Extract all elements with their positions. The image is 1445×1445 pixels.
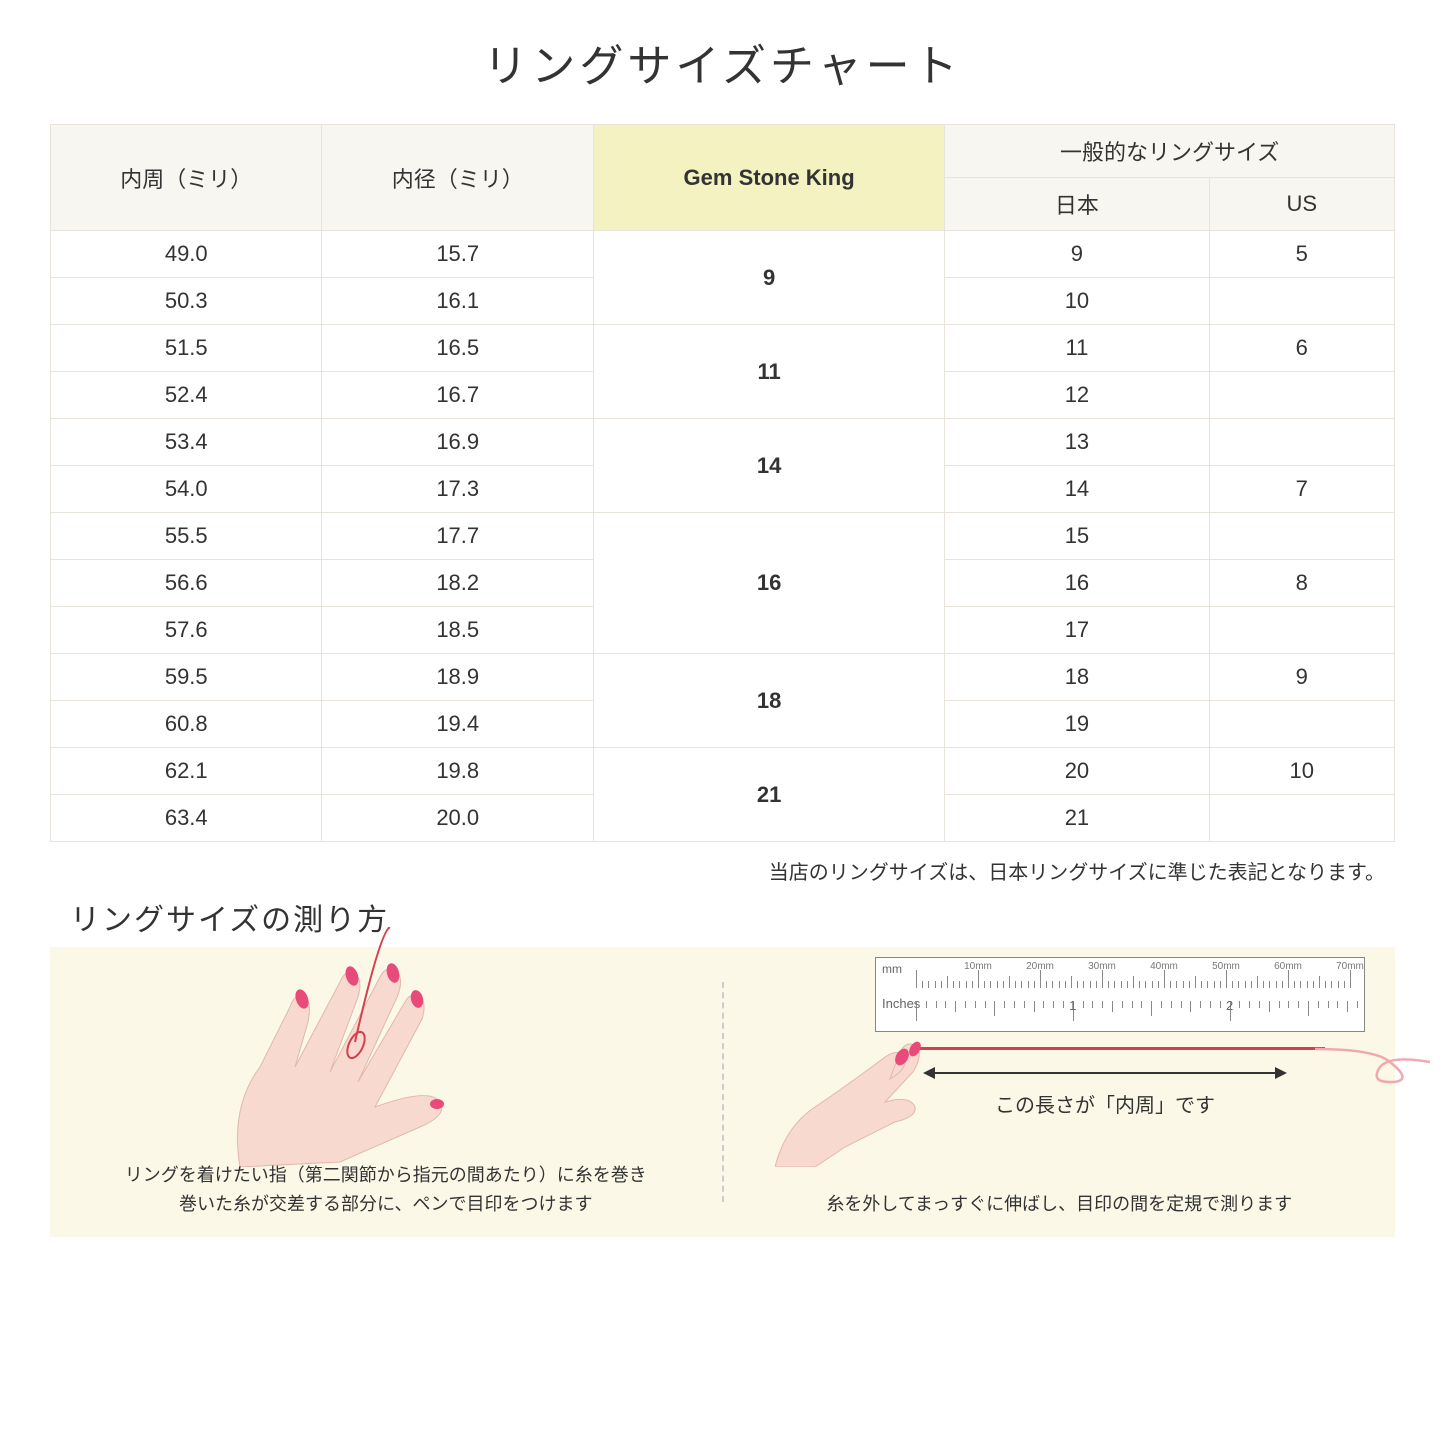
instruction-left: リングを着けたい指（第二関節から指元の間あたり）に糸を巻き 巻いた糸が交差する部…: [50, 947, 722, 1237]
cell-us: [1209, 701, 1394, 748]
ruler-in-mark: 1: [1069, 998, 1076, 1013]
cell-diameter: 20.0: [322, 795, 593, 842]
header-circumference: 内周（ミリ）: [51, 125, 322, 231]
table-row: 59.518.918189: [51, 654, 1395, 701]
cell-diameter: 15.7: [322, 231, 593, 278]
cell-us: [1209, 419, 1394, 466]
ruler-mm-mark: 10mm: [964, 961, 992, 972]
cell-diameter: 18.2: [322, 560, 593, 607]
cell-circumference: 56.6: [51, 560, 322, 607]
ruler-mm-mark: 30mm: [1088, 961, 1116, 972]
cell-circumference: 62.1: [51, 748, 322, 795]
instruction-right-text: 糸を外してまっすぐに伸ばし、目印の間を定規で測ります: [754, 1190, 1366, 1219]
cell-circumference: 63.4: [51, 795, 322, 842]
header-us: US: [1209, 178, 1394, 231]
cell-japan: 13: [945, 419, 1209, 466]
cell-diameter: 19.4: [322, 701, 593, 748]
cell-gemstone: 18: [593, 654, 944, 748]
table-row: 62.119.8212010: [51, 748, 1395, 795]
cell-circumference: 52.4: [51, 372, 322, 419]
cell-diameter: 19.8: [322, 748, 593, 795]
instruction-right: mm Inches 10mm 20mm 30mm 40mm 50mm 60mm 70mm 1…: [724, 947, 1396, 1237]
size-chart-table: 内周（ミリ） 内径（ミリ） Gem Stone King 一般的なリングサイズ …: [50, 124, 1395, 842]
cell-japan: 14: [945, 466, 1209, 513]
ruler-ticks-in: [916, 1001, 1364, 1031]
cell-japan: 19: [945, 701, 1209, 748]
cell-us: 5: [1209, 231, 1394, 278]
ruler-area: mm Inches 10mm 20mm 30mm 40mm 50mm 60mm 70mm 1…: [805, 957, 1365, 1032]
thread-line: [905, 1047, 1325, 1050]
page-title: リングサイズチャート: [50, 30, 1395, 94]
cell-gemstone: 11: [593, 325, 944, 419]
cell-diameter: 18.9: [322, 654, 593, 701]
header-japan: 日本: [945, 178, 1209, 231]
length-label: この長さが「内周」です: [925, 1089, 1285, 1118]
cell-japan: 20: [945, 748, 1209, 795]
cell-circumference: 53.4: [51, 419, 322, 466]
cell-japan: 12: [945, 372, 1209, 419]
cell-japan: 10: [945, 278, 1209, 325]
cell-us: [1209, 607, 1394, 654]
cell-diameter: 17.7: [322, 513, 593, 560]
table-row: 55.517.71615: [51, 513, 1395, 560]
header-general-group: 一般的なリングサイズ: [945, 125, 1395, 178]
cell-japan: 11: [945, 325, 1209, 372]
ruler-ticks-mm: 10mm 20mm 30mm 40mm 50mm 60mm 70mm: [916, 958, 1364, 988]
cell-us: 7: [1209, 466, 1394, 513]
header-diameter: 内径（ミリ）: [322, 125, 593, 231]
cell-circumference: 49.0: [51, 231, 322, 278]
cell-circumference: 55.5: [51, 513, 322, 560]
cell-us: 10: [1209, 748, 1394, 795]
cell-diameter: 18.5: [322, 607, 593, 654]
ruler-mm-mark: 70mm: [1336, 961, 1364, 972]
cell-diameter: 16.9: [322, 419, 593, 466]
table-row: 51.516.511116: [51, 325, 1395, 372]
cell-gemstone: 21: [593, 748, 944, 842]
cell-diameter: 16.7: [322, 372, 593, 419]
footnote: 当店のリングサイズは、日本リングサイズに準じた表記となります。: [50, 856, 1385, 885]
instruction-left-text: リングを着けたい指（第二関節から指元の間あたり）に糸を巻き 巻いた糸が交差する部…: [80, 1161, 692, 1219]
table-body: 49.015.799550.316.11051.516.51111652.416…: [51, 231, 1395, 842]
cell-circumference: 59.5: [51, 654, 322, 701]
cell-diameter: 16.5: [322, 325, 593, 372]
cell-gemstone: 14: [593, 419, 944, 513]
cell-us: [1209, 278, 1394, 325]
cell-gemstone: 9: [593, 231, 944, 325]
cell-japan: 18: [945, 654, 1209, 701]
cell-us: [1209, 372, 1394, 419]
thread-curl-icon: [1315, 1027, 1435, 1097]
length-arrow: [925, 1072, 1285, 1074]
cell-circumference: 50.3: [51, 278, 322, 325]
ruler-mm-mark: 60mm: [1274, 961, 1302, 972]
cell-circumference: 51.5: [51, 325, 322, 372]
cell-us: 8: [1209, 560, 1394, 607]
table-row: 53.416.91413: [51, 419, 1395, 466]
cell-diameter: 16.1: [322, 278, 593, 325]
cell-circumference: 57.6: [51, 607, 322, 654]
cell-us: [1209, 795, 1394, 842]
hand-pinch-icon: [775, 1017, 955, 1167]
cell-us: 9: [1209, 654, 1394, 701]
instructions-panel: リングを着けたい指（第二関節から指元の間あたり）に糸を巻き 巻いた糸が交差する部…: [50, 947, 1395, 1237]
cell-gemstone: 16: [593, 513, 944, 654]
cell-circumference: 54.0: [51, 466, 322, 513]
cell-japan: 16: [945, 560, 1209, 607]
cell-japan: 9: [945, 231, 1209, 278]
cell-diameter: 17.3: [322, 466, 593, 513]
ruler-in-label: Inches: [882, 996, 920, 1011]
table-row: 49.015.7995: [51, 231, 1395, 278]
ruler-mm-mark: 40mm: [1150, 961, 1178, 972]
cell-japan: 21: [945, 795, 1209, 842]
cell-japan: 15: [945, 513, 1209, 560]
header-gemstone: Gem Stone King: [593, 125, 944, 231]
cell-us: [1209, 513, 1394, 560]
ruler-in-mark: 2: [1226, 998, 1233, 1013]
cell-us: 6: [1209, 325, 1394, 372]
ruler-mm-label: mm: [882, 962, 902, 976]
ruler-mm-mark: 50mm: [1212, 961, 1240, 972]
cell-japan: 17: [945, 607, 1209, 654]
cell-circumference: 60.8: [51, 701, 322, 748]
ruler-mm-mark: 20mm: [1026, 961, 1054, 972]
hand-thread-icon: [180, 927, 500, 1167]
